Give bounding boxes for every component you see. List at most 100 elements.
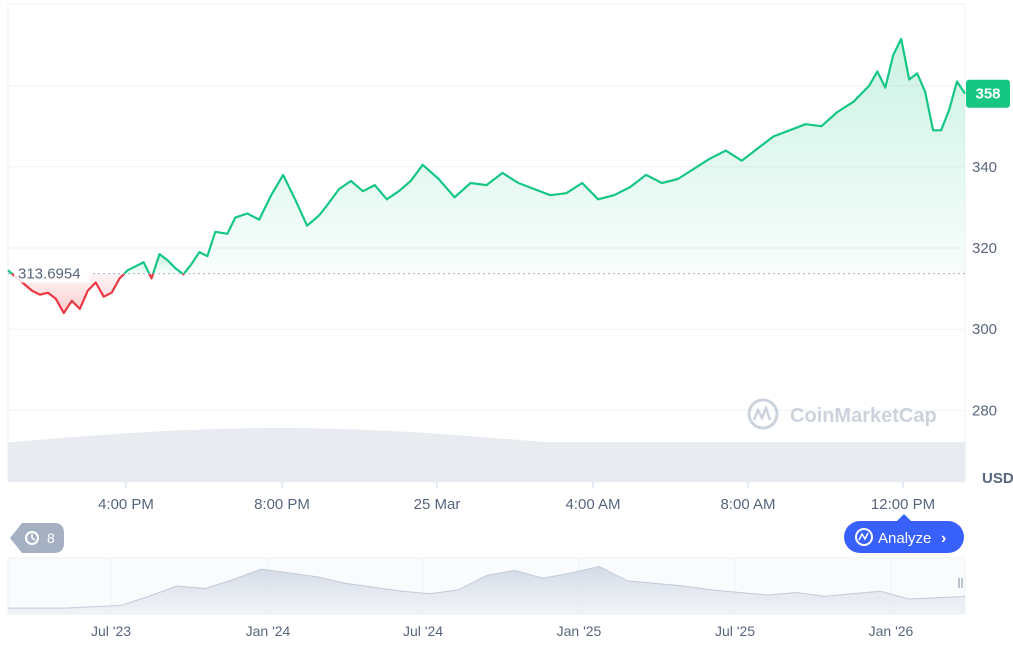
volume-bar — [430, 433, 440, 482]
analyze-button-background[interactable] — [844, 521, 964, 553]
volume-bar — [909, 442, 918, 482]
volume-bar — [741, 442, 751, 482]
volume-bar — [877, 442, 886, 482]
volume-bars — [8, 428, 966, 482]
y-tick-label: 300 — [972, 321, 997, 338]
volume-bar — [789, 442, 799, 482]
x-tick-label: 8:00 AM — [720, 496, 775, 513]
history-badge[interactable]: 8 — [10, 523, 64, 553]
price-lines — [7, 37, 966, 315]
volume-bar — [382, 430, 392, 482]
volume-bar — [901, 442, 910, 482]
volume-bar — [518, 440, 527, 482]
volume-bar — [271, 428, 280, 482]
volume-bar — [183, 429, 193, 482]
volume-bar — [247, 428, 256, 482]
volume-bar — [542, 442, 551, 482]
volume-bar — [630, 442, 639, 482]
volume-bar — [462, 435, 472, 482]
navigator-x-tick-label: Jan '26 — [869, 623, 914, 639]
volume-bar — [606, 442, 615, 482]
volume-bar — [279, 428, 288, 482]
analyze-button-label[interactable]: Analyze — [878, 530, 931, 547]
volume-bar — [63, 437, 73, 482]
price-line-down — [148, 273, 155, 280]
volume-bar — [287, 428, 296, 482]
volume-bar — [925, 442, 934, 482]
volume-bar — [502, 438, 512, 482]
volume-bar — [510, 439, 519, 482]
volume-bar — [893, 442, 902, 482]
volume-bar — [797, 442, 807, 482]
volume-bar — [319, 428, 328, 482]
navigator-handle[interactable] — [958, 578, 963, 588]
volume-bar — [917, 442, 926, 482]
volume-bar — [111, 433, 121, 482]
volume-bar — [95, 435, 105, 482]
navigator-x-tick-label: Jul '24 — [403, 623, 443, 639]
price-area-above-baseline — [124, 262, 150, 274]
analyze-button[interactable]: Analyze › — [844, 514, 964, 553]
volume-bar — [175, 430, 185, 482]
volume-bar — [653, 442, 663, 482]
history-icon-hands — [31, 534, 36, 541]
volume-bar — [677, 442, 687, 482]
volume-bar — [23, 440, 33, 482]
navigator-chart[interactable] — [7, 557, 966, 615]
last-price-tag-text: 358 — [975, 86, 1000, 103]
volume-bar — [398, 431, 408, 482]
navigator-x-tick-label: Jul '25 — [715, 623, 755, 639]
volume-bar — [438, 434, 448, 482]
volume-bar — [725, 442, 735, 482]
coinmarketcap-watermark: CoinMarketCap — [747, 398, 937, 430]
volume-bar — [358, 429, 368, 482]
volume-bar — [239, 428, 248, 482]
watermark-text: CoinMarketCap — [790, 405, 937, 427]
navigator-x-tick-label: Jan '25 — [557, 623, 602, 639]
volume-bar — [773, 442, 783, 482]
volume-bar — [31, 440, 41, 482]
volume-bar — [582, 442, 591, 482]
last-price-tag-background — [966, 79, 1010, 108]
volume-bar — [119, 433, 129, 482]
last-price-tag: 358 — [966, 79, 1010, 108]
volume-bar — [845, 442, 854, 482]
volume-bar — [311, 428, 320, 482]
volume-bar — [949, 442, 958, 482]
volume-bar — [709, 442, 719, 482]
volume-bar — [781, 442, 791, 482]
volume-bar — [350, 429, 360, 482]
volume-bar — [470, 436, 480, 482]
price-line-up — [123, 261, 151, 275]
volume-bar — [566, 442, 575, 482]
price-line-up — [183, 37, 966, 275]
volume-bar — [757, 442, 767, 482]
volume-bar — [390, 431, 400, 482]
price-areas — [8, 38, 966, 313]
baseline-label-background — [14, 262, 90, 283]
volume-bar — [47, 438, 57, 482]
volume-bar — [87, 435, 97, 482]
volume-bar — [693, 442, 703, 482]
volume-bar — [79, 436, 89, 482]
volume-bar — [199, 429, 208, 482]
navigator-x-tick-label: Jul '23 — [91, 623, 131, 639]
volume-bar — [446, 434, 456, 482]
y-tick-label: 280 — [972, 402, 997, 419]
volume-bar — [590, 442, 599, 482]
volume-bar — [454, 435, 464, 482]
volume-bar — [406, 432, 416, 482]
volume-bar — [71, 436, 81, 482]
volume-bar — [303, 428, 312, 482]
volume-bar — [342, 429, 352, 482]
x-tick-label: 4:00 AM — [565, 496, 620, 513]
volume-bar — [622, 442, 631, 482]
analyze-button-pointer — [897, 514, 911, 521]
volume-bar — [15, 441, 25, 482]
y-axis-ticks: 280 300 320 340 — [972, 159, 997, 420]
y-tick-label: 320 — [972, 240, 997, 257]
volume-bar — [191, 429, 200, 482]
volume-bar — [135, 432, 145, 482]
x-tick-label: 25 Mar — [414, 496, 461, 513]
volume-bar — [861, 442, 870, 482]
